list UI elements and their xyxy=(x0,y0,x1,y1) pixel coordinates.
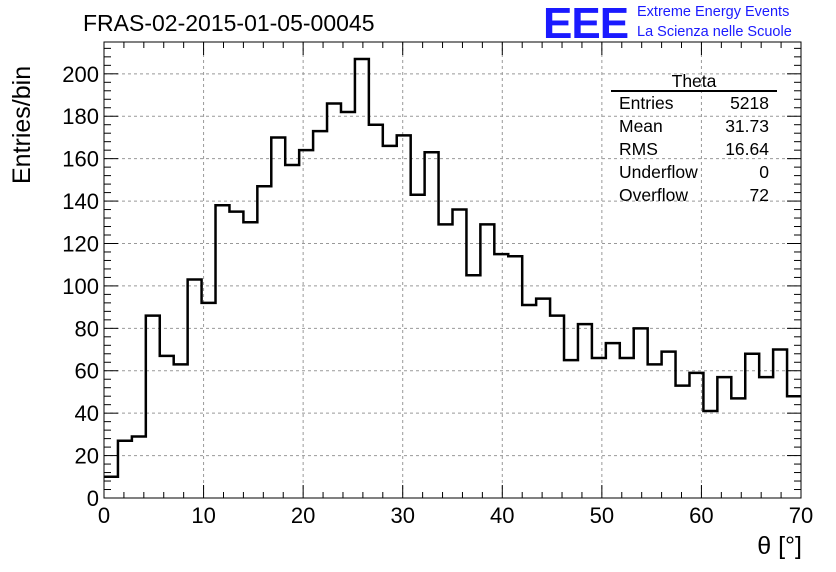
histogram-bin xyxy=(480,224,494,498)
stats-value: 5218 xyxy=(730,93,769,113)
histogram-bin xyxy=(257,186,271,498)
stats-title: Theta xyxy=(611,72,777,92)
chart-title: FRAS-02-2015-01-05-00045 xyxy=(83,10,375,36)
logo-line-2: La Scienza nelle Scuole xyxy=(637,24,792,40)
histogram-bin xyxy=(759,377,773,498)
histogram-bin xyxy=(703,411,717,498)
histogram-bin xyxy=(745,354,759,498)
y-axis-label: Entries/bin xyxy=(8,65,36,184)
histogram-bin xyxy=(648,364,662,498)
histogram-bin xyxy=(592,358,606,498)
histogram-bin xyxy=(397,135,411,498)
histogram-bin xyxy=(773,350,787,498)
y-tick-label: 20 xyxy=(75,444,99,469)
histogram-bin xyxy=(731,398,745,498)
y-tick-label: 200 xyxy=(62,62,99,87)
x-tick-label: 40 xyxy=(490,503,514,528)
histogram-bin xyxy=(216,205,230,498)
histogram-bin xyxy=(494,254,508,498)
stats-label: Mean xyxy=(619,116,663,136)
eee-logo: EEE xyxy=(543,0,629,48)
histogram-bin xyxy=(425,152,439,498)
histogram-bin xyxy=(717,377,731,498)
stats-label: Entries xyxy=(619,93,674,113)
histogram-bin xyxy=(536,299,550,498)
histogram-bin xyxy=(787,396,801,498)
histogram-bin xyxy=(689,373,703,498)
x-tick-label: 10 xyxy=(191,503,215,528)
x-tick-label: 50 xyxy=(590,503,614,528)
histogram-bin xyxy=(578,324,592,498)
histogram-bin xyxy=(299,150,313,498)
x-tick-label: 70 xyxy=(789,503,813,528)
histogram-bin xyxy=(550,316,564,498)
stats-label: RMS xyxy=(619,139,658,159)
histogram-bin xyxy=(146,316,160,498)
histogram-bin xyxy=(118,441,132,498)
stats-box: Theta Entries 5218 Mean 31.73 RMS 16.64 … xyxy=(611,72,777,207)
x-axis-label: θ [°] xyxy=(757,532,802,560)
histogram-bin xyxy=(383,146,397,498)
histogram-bin xyxy=(606,343,620,498)
histogram-bin xyxy=(229,212,243,498)
stats-row-underflow: Underflow 0 xyxy=(611,161,777,184)
stats-value: 0 xyxy=(759,162,769,182)
stats-label: Overflow xyxy=(619,185,689,205)
histogram-bin xyxy=(620,358,634,498)
stats-value: 31.73 xyxy=(725,116,769,136)
histogram-bin xyxy=(453,210,467,498)
histogram-bin xyxy=(508,256,522,498)
histogram-bin xyxy=(243,222,257,498)
histogram-bin xyxy=(271,137,285,498)
stats-row-overflow: Overflow 72 xyxy=(611,184,777,207)
histogram-bin xyxy=(132,436,146,498)
histogram-bin xyxy=(104,477,118,498)
histogram-bin xyxy=(369,125,383,498)
y-tick-label: 120 xyxy=(62,231,99,256)
y-tick-label: 40 xyxy=(75,401,99,426)
x-tick-label: 30 xyxy=(390,503,414,528)
y-tick-label: 160 xyxy=(62,147,99,172)
y-tick-label: 140 xyxy=(62,189,99,214)
stats-row-rms: RMS 16.64 xyxy=(611,138,777,161)
stats-row-mean: Mean 31.73 xyxy=(611,115,777,138)
histogram-bin xyxy=(662,352,676,498)
stats-value: 72 xyxy=(749,185,769,205)
histogram-bin xyxy=(313,131,327,498)
histogram-line xyxy=(104,57,801,479)
histogram-bin xyxy=(522,305,536,498)
stats-row-entries: Entries 5218 xyxy=(611,92,777,115)
histogram-bin xyxy=(466,275,480,498)
x-tick-label: 20 xyxy=(291,503,315,528)
histogram-bin xyxy=(634,328,648,498)
histogram-bin xyxy=(188,280,202,498)
histogram-bin xyxy=(564,360,578,498)
x-tick-label: 0 xyxy=(98,503,110,528)
y-tick-label: 80 xyxy=(75,316,99,341)
histogram-bin xyxy=(285,165,299,498)
stats-value: 16.64 xyxy=(725,139,769,159)
y-tick-label: 180 xyxy=(62,104,99,129)
plot-frame xyxy=(103,41,802,499)
logo-line-1: Extreme Energy Events xyxy=(637,4,790,20)
y-tick-label: 60 xyxy=(75,359,99,384)
histogram-bin xyxy=(174,364,188,498)
histogram-bin xyxy=(676,386,690,498)
histogram-bin xyxy=(341,112,355,498)
x-tick-label: 60 xyxy=(689,503,713,528)
stats-label: Underflow xyxy=(619,162,698,182)
y-tick-label: 100 xyxy=(62,274,99,299)
histogram-bin xyxy=(160,356,174,498)
y-tick-label: 0 xyxy=(87,486,99,511)
histogram-bin xyxy=(202,303,216,498)
histogram-bin xyxy=(327,104,341,498)
histogram-bin xyxy=(439,224,453,498)
histogram-bin xyxy=(411,195,425,498)
histogram-bin xyxy=(355,59,369,498)
